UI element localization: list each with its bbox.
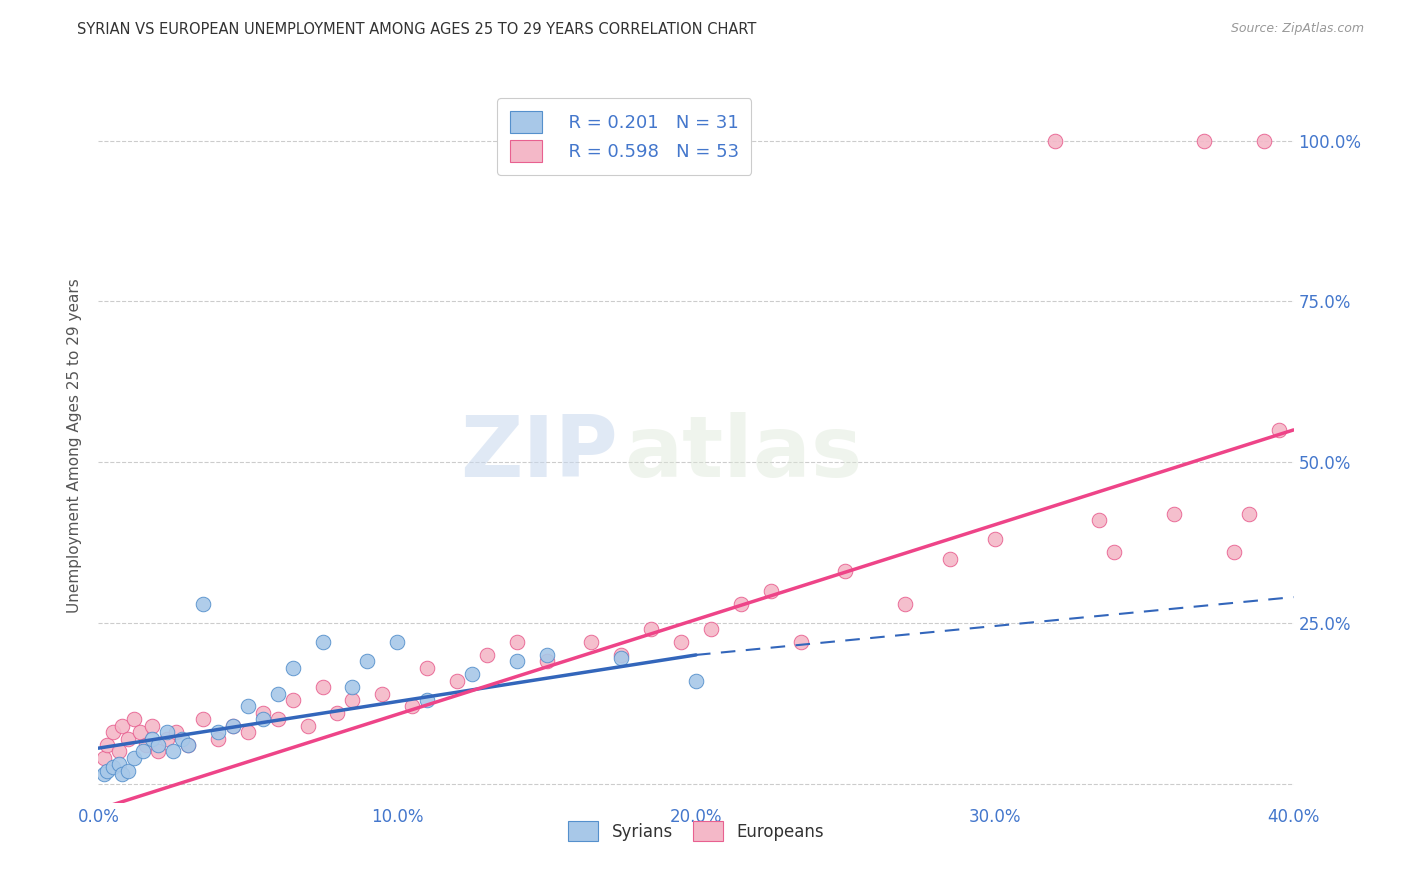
- Point: [93, 767, 115, 781]
- Point: [148, 738, 170, 752]
- Point: [1043, 134, 1066, 148]
- Point: [371, 686, 394, 700]
- Point: [93, 751, 115, 765]
- Point: [939, 551, 962, 566]
- Point: [132, 744, 155, 758]
- Point: [311, 680, 333, 694]
- Point: [162, 744, 184, 758]
- Point: [103, 725, 125, 739]
- Point: [685, 673, 707, 688]
- Point: [117, 764, 139, 778]
- Point: [297, 719, 319, 733]
- Point: [267, 712, 290, 726]
- Point: [96, 764, 118, 778]
- Point: [461, 667, 484, 681]
- Point: [207, 725, 229, 739]
- Point: [222, 719, 245, 733]
- Point: [236, 725, 259, 739]
- Point: [759, 583, 782, 598]
- Point: [172, 731, 194, 746]
- Point: [103, 760, 125, 774]
- Point: [156, 725, 179, 739]
- Point: [1104, 545, 1126, 559]
- Point: [236, 699, 259, 714]
- Point: [252, 706, 274, 720]
- Point: [789, 635, 811, 649]
- Legend: Syrians, Europeans: Syrians, Europeans: [561, 814, 831, 848]
- Point: [1192, 134, 1215, 148]
- Point: [894, 597, 917, 611]
- Point: [536, 654, 558, 668]
- Point: [191, 597, 214, 611]
- Point: [111, 719, 134, 733]
- Point: [834, 565, 856, 579]
- Point: [700, 622, 723, 636]
- Point: [141, 719, 163, 733]
- Point: [177, 738, 200, 752]
- Point: [1223, 545, 1246, 559]
- Point: [1267, 423, 1289, 437]
- Point: [475, 648, 498, 662]
- Text: atlas: atlas: [624, 411, 862, 495]
- Point: [108, 744, 131, 758]
- Point: [117, 731, 139, 746]
- Point: [610, 648, 633, 662]
- Point: [222, 719, 245, 733]
- Point: [342, 693, 364, 707]
- Point: [385, 635, 409, 649]
- Point: [267, 686, 290, 700]
- Point: [1253, 134, 1275, 148]
- Point: [669, 635, 692, 649]
- Point: [177, 738, 200, 752]
- Point: [506, 635, 529, 649]
- Point: [506, 654, 529, 668]
- Point: [1237, 507, 1260, 521]
- Point: [165, 725, 187, 739]
- Point: [342, 680, 364, 694]
- Point: [252, 712, 274, 726]
- Y-axis label: Unemployment Among Ages 25 to 29 years: Unemployment Among Ages 25 to 29 years: [67, 278, 83, 614]
- Point: [311, 635, 333, 649]
- Point: [640, 622, 662, 636]
- Point: [129, 725, 152, 739]
- Text: ZIP: ZIP: [461, 411, 619, 495]
- Point: [581, 635, 603, 649]
- Point: [1088, 513, 1111, 527]
- Point: [96, 738, 118, 752]
- Point: [111, 767, 134, 781]
- Point: [356, 654, 378, 668]
- Point: [281, 661, 304, 675]
- Point: [108, 757, 131, 772]
- Point: [191, 712, 214, 726]
- Point: [416, 661, 439, 675]
- Point: [281, 693, 304, 707]
- Point: [141, 731, 163, 746]
- Point: [610, 651, 633, 665]
- Point: [124, 751, 146, 765]
- Point: [156, 731, 179, 746]
- Point: [984, 533, 1007, 547]
- Point: [148, 744, 170, 758]
- Text: Source: ZipAtlas.com: Source: ZipAtlas.com: [1230, 22, 1364, 36]
- Point: [730, 597, 752, 611]
- Point: [207, 731, 229, 746]
- Point: [446, 673, 468, 688]
- Point: [536, 648, 558, 662]
- Point: [135, 738, 157, 752]
- Point: [326, 706, 349, 720]
- Point: [1163, 507, 1185, 521]
- Point: [124, 712, 146, 726]
- Point: [416, 693, 439, 707]
- Point: [401, 699, 423, 714]
- Text: SYRIAN VS EUROPEAN UNEMPLOYMENT AMONG AGES 25 TO 29 YEARS CORRELATION CHART: SYRIAN VS EUROPEAN UNEMPLOYMENT AMONG AG…: [77, 22, 756, 37]
